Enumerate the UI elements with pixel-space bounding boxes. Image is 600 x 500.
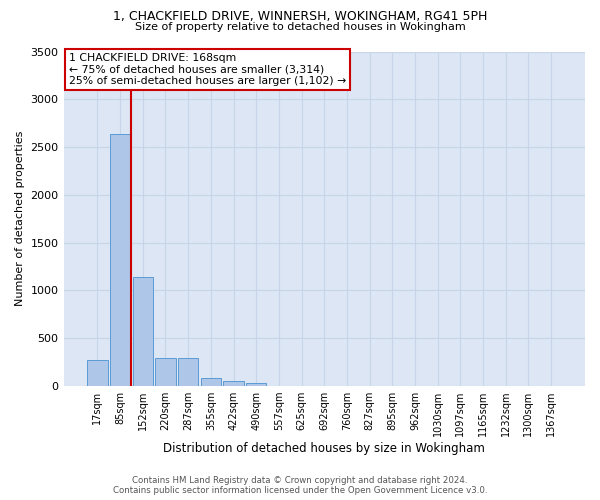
Bar	[200, 378, 221, 386]
X-axis label: Distribution of detached houses by size in Wokingham: Distribution of detached houses by size …	[163, 442, 485, 455]
Bar	[223, 382, 244, 386]
Bar	[133, 277, 153, 386]
Bar	[246, 382, 266, 386]
Text: Size of property relative to detached houses in Wokingham: Size of property relative to detached ho…	[134, 22, 466, 32]
Text: 1 CHACKFIELD DRIVE: 168sqm
← 75% of detached houses are smaller (3,314)
25% of s: 1 CHACKFIELD DRIVE: 168sqm ← 75% of deta…	[69, 53, 346, 86]
Bar	[110, 134, 130, 386]
Bar	[178, 358, 199, 386]
Text: Contains HM Land Registry data © Crown copyright and database right 2024.
Contai: Contains HM Land Registry data © Crown c…	[113, 476, 487, 495]
Text: 1, CHACKFIELD DRIVE, WINNERSH, WOKINGHAM, RG41 5PH: 1, CHACKFIELD DRIVE, WINNERSH, WOKINGHAM…	[113, 10, 487, 23]
Bar	[155, 358, 176, 386]
Bar	[87, 360, 107, 386]
Y-axis label: Number of detached properties: Number of detached properties	[15, 131, 25, 306]
